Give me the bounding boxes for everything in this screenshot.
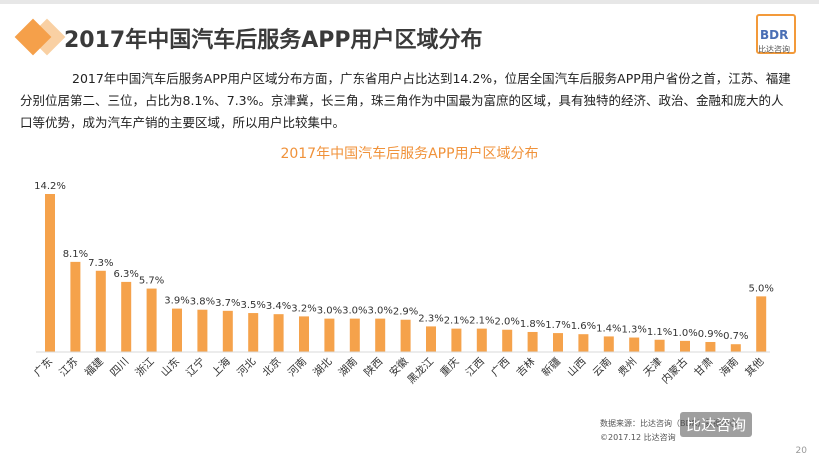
category-label-1: 江苏 xyxy=(56,355,80,379)
chart-title: 2017年中国汽车后服务APP用户区域分布 xyxy=(280,146,539,162)
category-label-0: 广东 xyxy=(31,355,55,379)
bar-23 xyxy=(629,337,640,352)
bar-5 xyxy=(172,308,182,352)
bar-22 xyxy=(603,336,614,352)
bar-17 xyxy=(476,328,487,352)
logo-subtext: 比达咨询 xyxy=(758,45,790,54)
category-label-20: 新疆 xyxy=(539,355,563,379)
bar-28 xyxy=(756,296,767,352)
bar-18 xyxy=(502,329,513,352)
category-label-23: 贵州 xyxy=(615,355,639,379)
bar-7 xyxy=(222,310,233,352)
bar-13 xyxy=(375,318,386,352)
data-label-14: 2.9% xyxy=(393,307,418,318)
page-title: 2017年中国汽车后服务APP用户区域分布 xyxy=(64,28,483,53)
bar-21 xyxy=(578,334,589,352)
category-label-16: 重庆 xyxy=(437,355,461,379)
bar-26 xyxy=(705,341,716,352)
category-label-17: 江西 xyxy=(464,356,487,379)
category-label-6: 辽宁 xyxy=(183,355,207,379)
data-label-23: 1.3% xyxy=(621,325,646,336)
category-label-22: 云南 xyxy=(590,355,614,379)
category-label-26: 甘肃 xyxy=(691,355,715,379)
page-number: 20 xyxy=(795,446,807,456)
bar-15 xyxy=(426,326,436,352)
category-label-7: 上海 xyxy=(209,355,233,379)
data-label-16: 2.1% xyxy=(444,316,469,327)
data-label-5: 3.9% xyxy=(164,296,189,307)
watermark: 比达咨询 xyxy=(680,412,753,437)
logo-text: BDR xyxy=(760,28,789,42)
data-label-20: 1.7% xyxy=(545,320,570,331)
bar-25 xyxy=(680,340,690,352)
category-label-12: 湖南 xyxy=(336,355,360,379)
data-label-8: 3.5% xyxy=(240,300,265,311)
category-label-10: 河南 xyxy=(285,355,309,379)
data-label-18: 2.0% xyxy=(494,317,519,328)
category-label-2: 福建 xyxy=(82,355,106,379)
bdr-logo: BDR 比达咨询 xyxy=(746,8,804,60)
data-label-26: 0.9% xyxy=(698,329,723,340)
category-label-18: 广西 xyxy=(489,356,512,379)
bar-9 xyxy=(273,314,284,352)
category-label-11: 湖北 xyxy=(311,355,335,379)
bar-3 xyxy=(121,281,132,352)
bar-19 xyxy=(527,331,538,352)
data-label-9: 3.4% xyxy=(266,301,291,312)
summary-paragraph: 2017年中国汽车后服务APP用户区域分布方面，广东省用户占比达到14.2%，位… xyxy=(20,71,791,130)
bar-1 xyxy=(70,261,81,352)
data-label-13: 3.0% xyxy=(367,306,392,317)
bar-16 xyxy=(451,328,462,352)
category-label-3: 四川 xyxy=(108,356,131,379)
data-label-0: 14.2% xyxy=(34,181,66,192)
bar-20 xyxy=(553,333,563,352)
bar-14 xyxy=(400,319,411,352)
data-label-4: 5.7% xyxy=(139,276,164,287)
category-label-28: 其他 xyxy=(742,355,766,379)
data-label-7: 3.7% xyxy=(215,298,240,309)
data-source: 数据来源：比达咨询（BDR）数据中心 xyxy=(600,419,738,428)
copyright: ©2017.12 比达咨询 xyxy=(600,433,676,442)
category-label-8: 河北 xyxy=(235,355,259,379)
data-label-25: 1.0% xyxy=(672,328,697,339)
category-label-5: 山东 xyxy=(158,355,182,379)
bar-27 xyxy=(730,344,741,352)
logo-frame-icon xyxy=(756,14,796,54)
category-label-19: 吉林 xyxy=(514,355,538,379)
data-label-1: 8.1% xyxy=(63,249,88,260)
data-label-21: 1.6% xyxy=(571,321,596,332)
data-label-15: 2.3% xyxy=(418,313,443,324)
data-label-24: 1.1% xyxy=(647,327,672,338)
bar-11 xyxy=(324,318,335,352)
data-label-2: 7.3% xyxy=(88,258,113,269)
data-label-27: 0.7% xyxy=(723,331,748,342)
data-label-10: 3.2% xyxy=(291,303,316,314)
data-label-6: 3.8% xyxy=(190,297,215,308)
bar-4 xyxy=(146,288,157,352)
bar-24 xyxy=(654,339,665,352)
category-label-21: 山西 xyxy=(565,356,588,379)
bar-12 xyxy=(349,318,360,352)
top-border xyxy=(0,0,819,4)
category-label-13: 陕西 xyxy=(361,355,385,379)
data-label-22: 1.4% xyxy=(596,323,621,334)
data-label-3: 6.3% xyxy=(113,269,138,280)
data-label-17: 2.1% xyxy=(469,316,494,327)
bar-8 xyxy=(248,313,259,352)
data-label-19: 1.8% xyxy=(520,319,545,330)
category-label-15: 黑龙江 xyxy=(405,355,437,387)
bar-6 xyxy=(197,309,208,352)
data-label-11: 3.0% xyxy=(317,306,342,317)
category-label-4: 浙江 xyxy=(133,355,157,379)
data-label-12: 3.0% xyxy=(342,306,367,317)
bar-2 xyxy=(95,270,106,352)
category-label-25: 内蒙古 xyxy=(659,355,690,386)
category-label-9: 北京 xyxy=(260,355,284,379)
bar-10 xyxy=(299,316,309,352)
data-label-28: 5.0% xyxy=(748,283,773,294)
category-label-27: 海南 xyxy=(717,355,741,379)
bar-0 xyxy=(45,194,55,352)
